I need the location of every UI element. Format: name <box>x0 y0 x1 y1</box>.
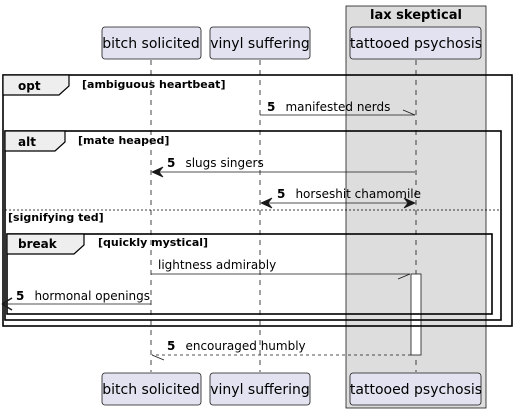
participant-head-bitch-solicited[interactable]: bitch solicited <box>101 26 202 60</box>
message-number: 5 <box>277 187 285 201</box>
message-encouraged-humbly: 5 encouraged humbly <box>151 335 411 361</box>
message-text: slugs singers <box>185 156 263 170</box>
message-text: lightness admirably <box>158 258 276 272</box>
svg-text:5 encouraged humbly: 5 encouraged humbly <box>167 335 306 354</box>
fragment-keyword: alt <box>18 135 36 149</box>
participant-head-tattooed-psychosis[interactable]: tattooed psychosis <box>349 26 482 60</box>
svg-text:5 horseshit chamomile: 5 horseshit chamomile <box>277 183 421 202</box>
svg-text:5 slugs singers: 5 slugs singers <box>167 152 264 171</box>
participant-label: vinyl suffering <box>210 382 310 398</box>
fragment-break: break [quickly mystical] <box>6 233 493 315</box>
message-text: horseshit chamomile <box>295 187 421 201</box>
message-text: hormonal openings <box>34 289 150 303</box>
message-manifested-nerds: 5 manifested nerds <box>260 96 416 116</box>
fragment-alt: alt [mate heaped] [signifying ted] <box>4 130 502 321</box>
fragment-condition: [ambiguous heartbeat] <box>82 78 225 91</box>
message-number: 5 <box>267 100 275 114</box>
svg-text:5 hormonal openings: 5 hormonal openings <box>16 285 150 304</box>
message-text: encouraged humbly <box>185 339 305 353</box>
participant-label: tattooed psychosis <box>350 36 482 52</box>
message-number: 5 <box>167 156 175 170</box>
fragment-opt: opt [ambiguous heartbeat] <box>2 74 513 327</box>
message-horseshit-chamomile: 5 horseshit chamomile <box>260 183 421 209</box>
participant-foot-tattooed-psychosis[interactable]: tattooed psychosis <box>349 372 482 406</box>
svg-text:5 manifested nerds: 5 manifested nerds <box>267 96 390 115</box>
fragment-keyword: break <box>18 237 58 251</box>
message-lightness-admirably: lightness admirably <box>151 258 411 280</box>
participant-label: bitch solicited <box>102 36 200 52</box>
message-number: 5 <box>16 289 24 303</box>
message-hormonal-openings: 5 hormonal openings <box>1 285 151 311</box>
message-slugs-singers: 5 slugs singers <box>151 152 415 178</box>
message-number: 5 <box>167 339 175 353</box>
fragment-keyword: opt <box>18 79 41 93</box>
participant-head-vinyl-suffering[interactable]: vinyl suffering <box>209 26 311 60</box>
fragment-condition: [quickly mystical] <box>98 236 208 249</box>
fragment-condition: [mate heaped] <box>78 134 169 147</box>
fragment-else-condition: [signifying ted] <box>8 211 104 224</box>
participant-box-title: lax skeptical <box>370 8 462 23</box>
participant-label: bitch solicited <box>102 382 200 398</box>
participant-foot-bitch-solicited[interactable]: bitch solicited <box>101 372 202 406</box>
participant-label: vinyl suffering <box>210 36 310 52</box>
message-text: manifested nerds <box>285 100 390 114</box>
participant-label: tattooed psychosis <box>350 382 482 398</box>
participant-foot-vinyl-suffering[interactable]: vinyl suffering <box>209 372 311 406</box>
